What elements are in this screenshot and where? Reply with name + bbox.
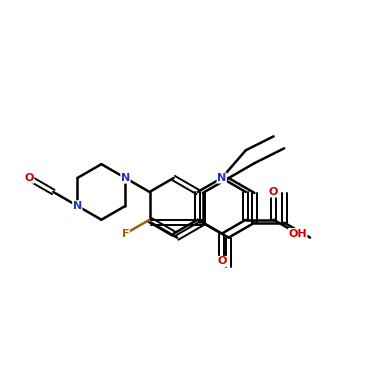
Text: N: N: [73, 201, 82, 211]
Text: O: O: [269, 187, 278, 197]
Text: OH: OH: [288, 229, 307, 239]
Text: N: N: [217, 173, 226, 183]
Text: N: N: [121, 173, 130, 183]
Text: O: O: [24, 173, 34, 183]
Text: O: O: [217, 256, 226, 266]
Text: F: F: [122, 229, 129, 239]
